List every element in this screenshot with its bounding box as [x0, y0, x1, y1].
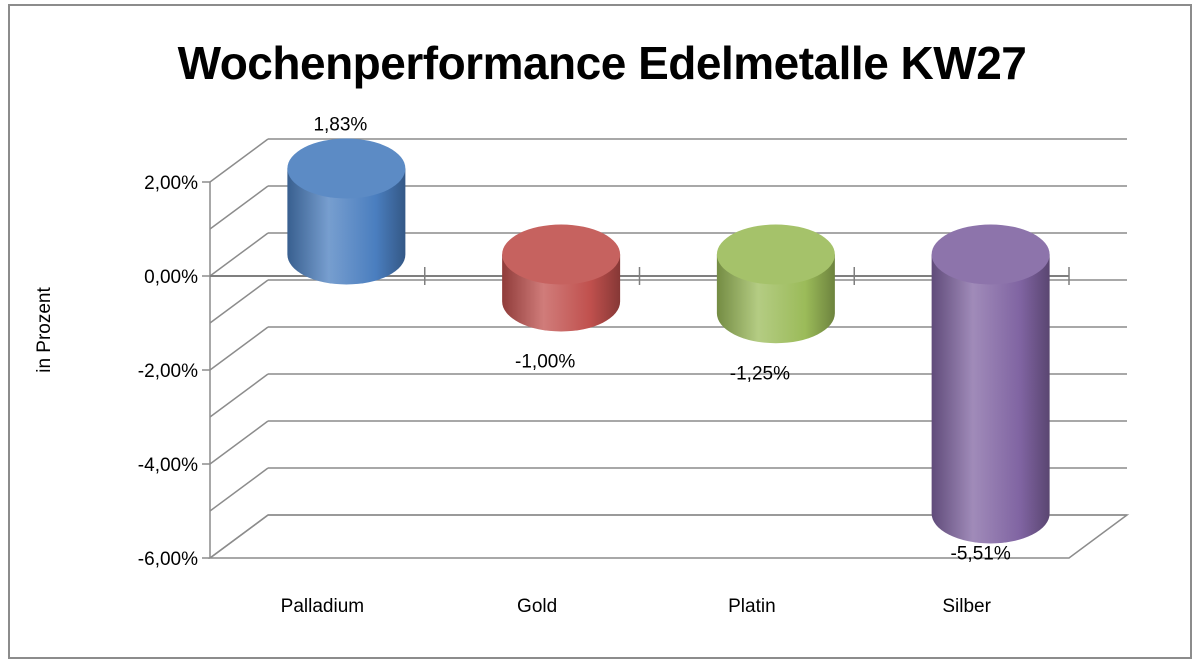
y-tick-label: -4,00% — [138, 455, 198, 476]
category-label-palladium: Palladium — [281, 596, 364, 617]
bar-palladium-body — [287, 168, 406, 285]
data-label-silber: -5,51% — [951, 543, 1011, 564]
bar-gold — [502, 224, 621, 332]
bar-palladium-top — [287, 138, 406, 199]
data-label-gold: -1,00% — [515, 352, 575, 373]
bars — [287, 138, 1050, 544]
bar-platin-top — [716, 224, 835, 285]
bar-platin — [716, 224, 835, 344]
category-label-gold: Gold — [517, 596, 557, 617]
bar-silber-body — [931, 254, 1050, 544]
bar-silber-top — [931, 224, 1050, 285]
data-label-palladium: 1,83% — [313, 114, 367, 135]
y-tick-label: -2,00% — [138, 361, 198, 382]
bar-silber — [931, 224, 1050, 544]
gridline-side — [209, 138, 269, 183]
chart-title: Wochenperformance Edelmetalle KW27 — [177, 37, 1027, 89]
y-tick-label: 0,00% — [144, 267, 198, 288]
gridline-side — [209, 420, 269, 465]
gridline-side — [209, 514, 269, 559]
y-tick-labels: 2,00% 0,00% -2,00% -4,00% -6,00% — [138, 173, 198, 570]
category-labels: Palladium Gold Platin Silber — [281, 596, 992, 617]
gridline-side — [209, 279, 269, 324]
category-label-platin: Platin — [728, 596, 776, 617]
gridline-side — [209, 326, 269, 371]
data-labels: 1,83% -1,00% -1,25% -5,51% — [313, 114, 1010, 564]
gridline-side — [209, 185, 269, 230]
bar-gold-top — [502, 224, 621, 285]
data-label-platin: -1,25% — [730, 363, 790, 384]
y-tick-label: 2,00% — [144, 173, 198, 194]
category-label-silber: Silber — [942, 596, 991, 617]
gridline-side — [209, 467, 269, 512]
gridline-side — [209, 232, 269, 277]
y-tick-label: -6,00% — [138, 549, 198, 570]
gridline-side — [209, 373, 269, 418]
bar-palladium — [287, 138, 406, 285]
